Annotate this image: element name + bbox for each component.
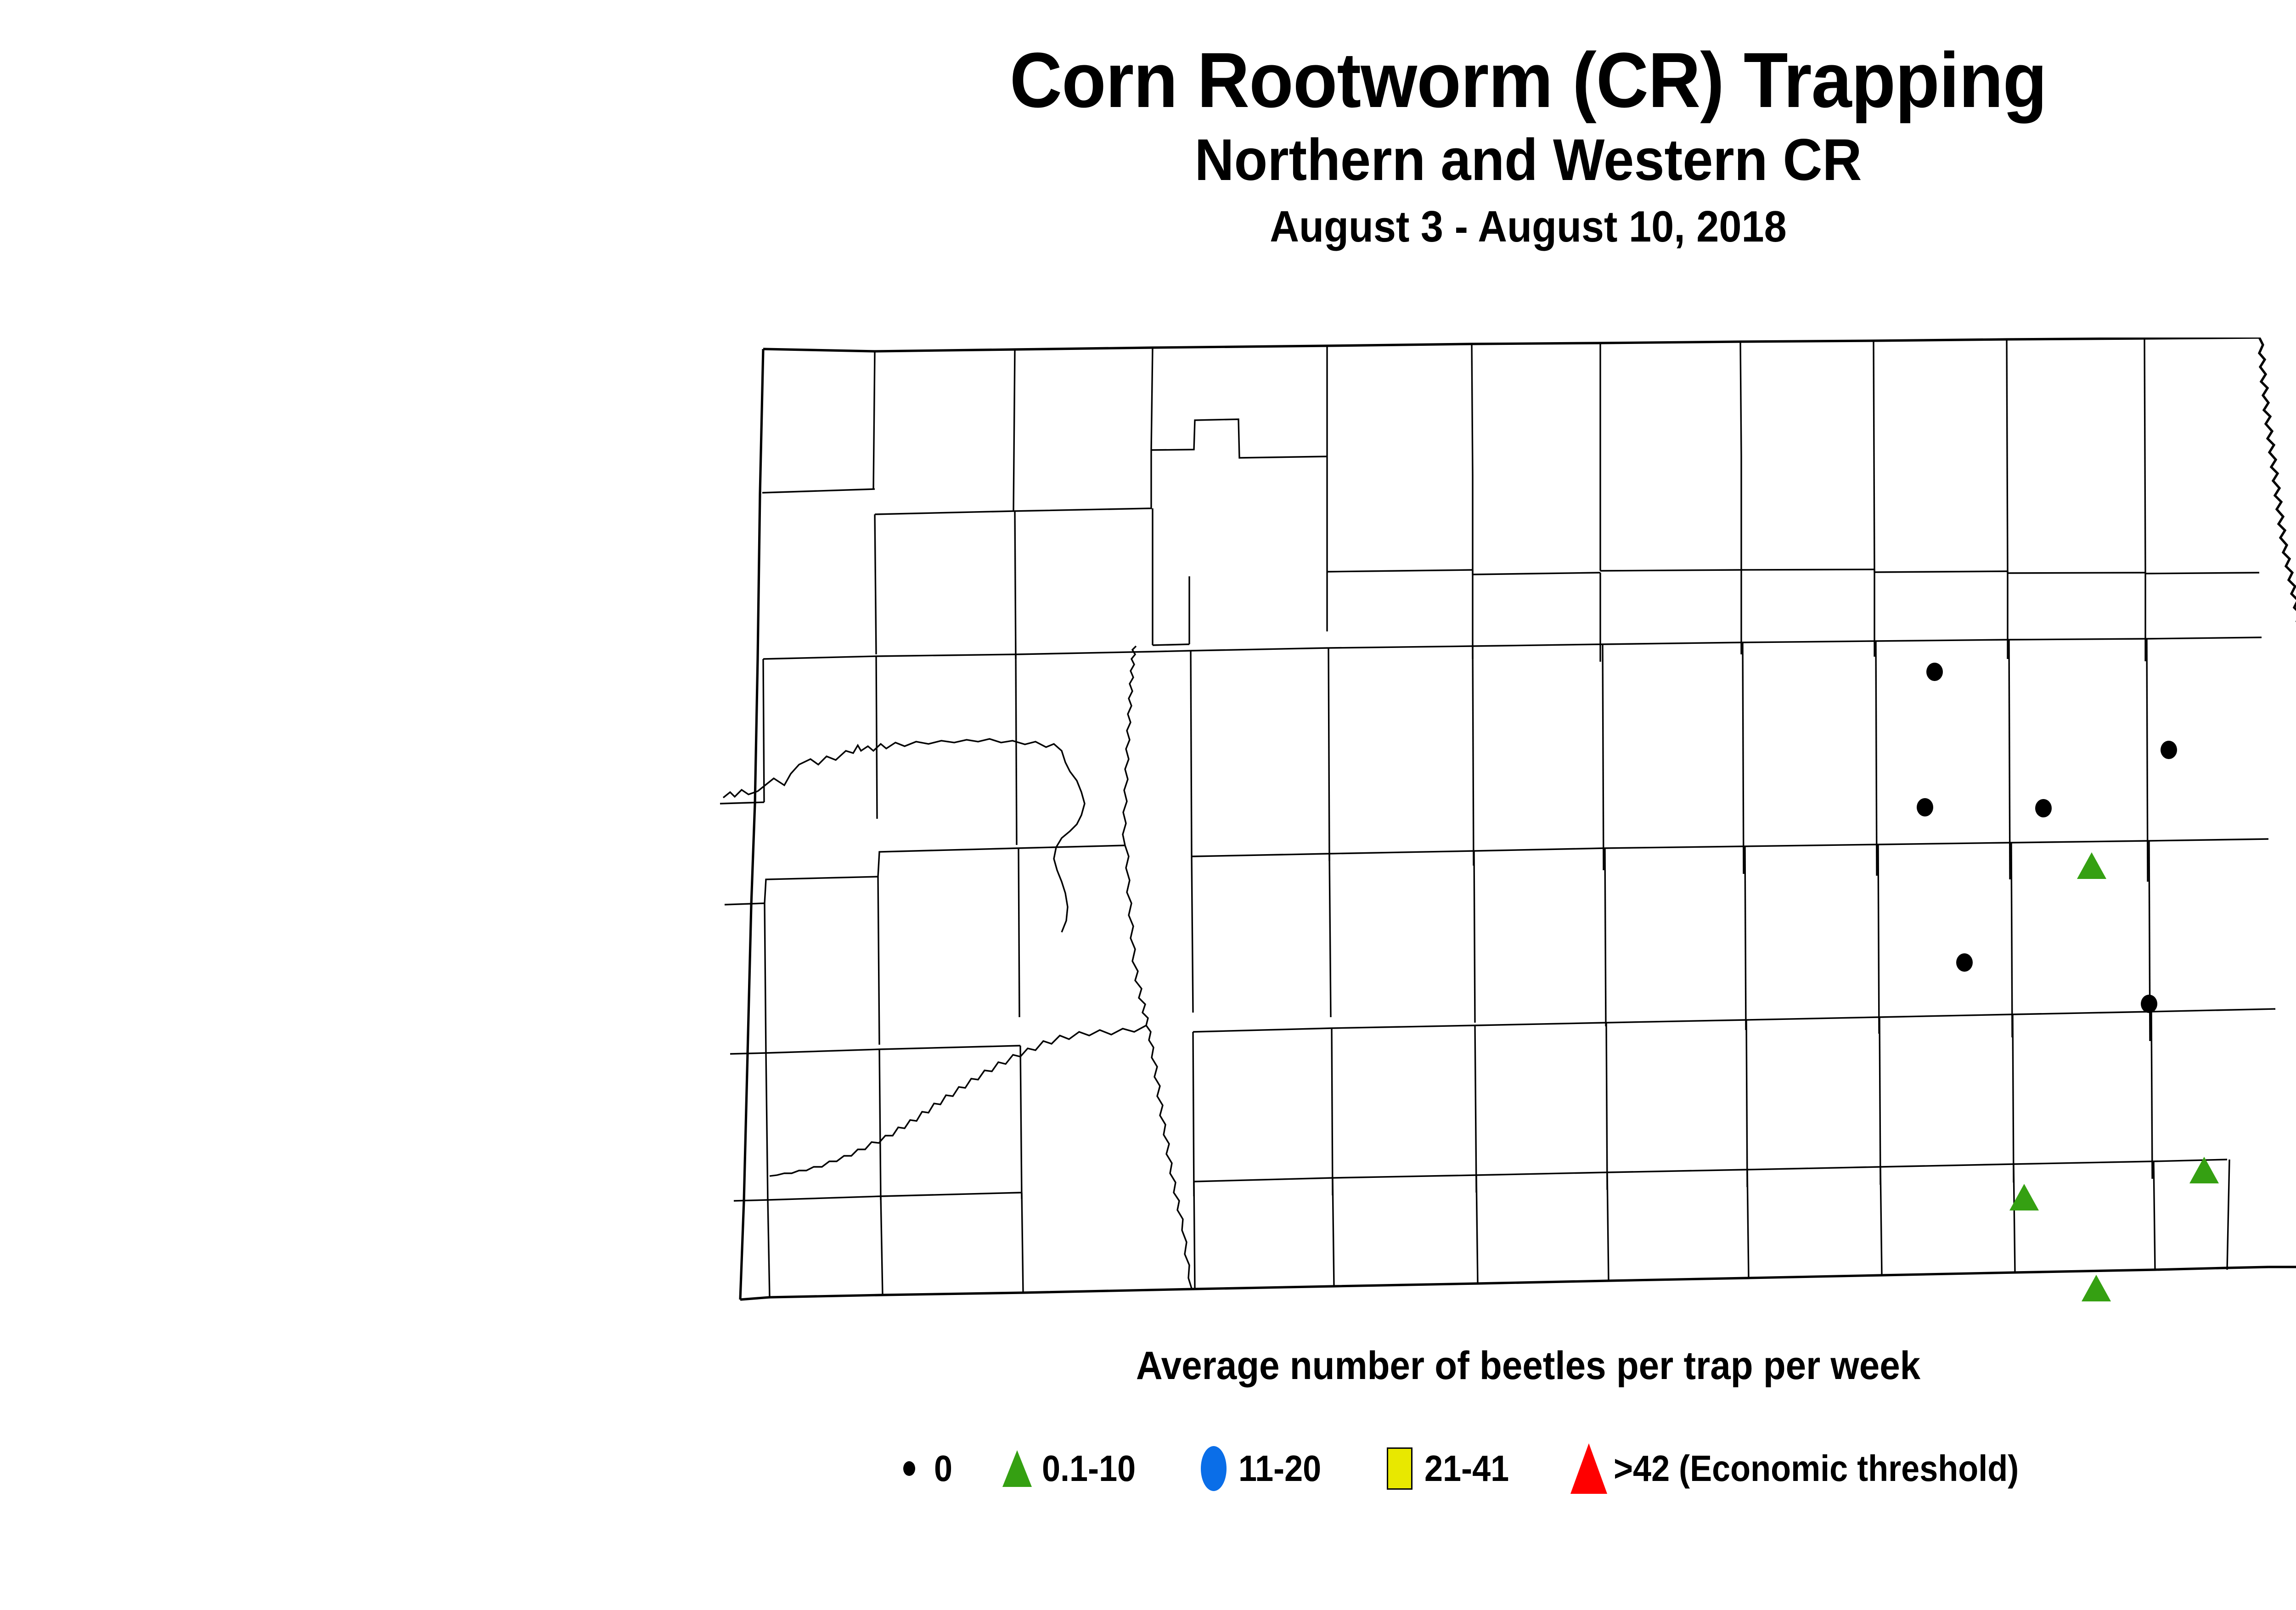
legend-item-zero[interactable]: 0 xyxy=(886,1432,955,1505)
legend-label-high: 21-41 xyxy=(1424,1448,1509,1489)
page-title: Corn Rootworm (CR) Trapping xyxy=(1009,37,2047,124)
trap-site-marker-circle[interactable] xyxy=(1926,663,1943,681)
circle-icon xyxy=(1917,798,1933,816)
trap-site-marker-circle[interactable] xyxy=(2161,741,2177,759)
title-block: Corn Rootworm (CR) Trapping Northern and… xyxy=(0,41,2296,250)
triangle-icon xyxy=(2077,852,2106,879)
triangle-icon xyxy=(2009,1184,2039,1210)
legend-swatch-red-triangle xyxy=(1566,1443,1612,1494)
legend-item-threshold[interactable]: >42 (Economic threshold) xyxy=(1566,1432,2064,1505)
trap-site-marker-triangle[interactable] xyxy=(2009,1184,2039,1210)
legend-swatch-green-triangle xyxy=(994,1450,1040,1487)
county-boundaries xyxy=(720,338,2276,1298)
state-outline xyxy=(739,338,2296,1301)
map-svg xyxy=(720,338,2296,1301)
circle-icon xyxy=(903,1461,915,1476)
legend-swatch-blue-ellipse xyxy=(1191,1446,1237,1491)
trap-site-marker-triangle[interactable] xyxy=(2189,1157,2219,1183)
legend: 0 0.1-10 11-20 21-41 >42 (Economic thres… xyxy=(886,1432,2296,1505)
legend-caption: Average number of beetles per trap per w… xyxy=(1136,1344,1921,1388)
legend-swatch-circle xyxy=(886,1461,932,1476)
triangle-icon xyxy=(2082,1275,2111,1301)
triangle-icon xyxy=(2189,1157,2219,1183)
circle-icon xyxy=(1956,953,1973,972)
circle-icon xyxy=(2141,995,2157,1013)
trap-site-marker-triangle[interactable] xyxy=(2077,852,2106,879)
legend-swatch-yellow-square xyxy=(1377,1447,1423,1490)
legend-item-high[interactable]: 21-41 xyxy=(1377,1432,1519,1505)
triangle-icon xyxy=(1570,1443,1608,1494)
ellipse-icon xyxy=(1201,1446,1227,1491)
legend-label-zero: 0 xyxy=(934,1448,953,1489)
trap-site-marker-circle[interactable] xyxy=(1956,953,1973,972)
legend-label-mid: 11-20 xyxy=(1238,1448,1322,1489)
trap-site-marker-circle[interactable] xyxy=(2035,799,2052,817)
legend-label-low: 0.1-10 xyxy=(1041,1448,1136,1489)
circle-icon xyxy=(2161,741,2177,759)
trap-site-marker-circle[interactable] xyxy=(2141,995,2157,1013)
missouri-river xyxy=(769,645,1193,1290)
circle-icon xyxy=(2035,799,2052,817)
triangle-icon xyxy=(1002,1450,1032,1487)
page-subtitle: Northern and Western CR xyxy=(1194,127,1862,193)
circle-icon xyxy=(1926,663,1943,681)
legend-label-threshold: >42 (Economic threshold) xyxy=(1614,1448,2019,1489)
date-range-label: August 3 - August 10, 2018 xyxy=(1270,202,1787,252)
square-icon xyxy=(1386,1447,1412,1490)
legend-item-low[interactable]: 0.1-10 xyxy=(994,1432,1146,1505)
trap-site-marker-triangle[interactable] xyxy=(2082,1275,2111,1301)
legend-item-mid[interactable]: 11-20 xyxy=(1191,1432,1330,1505)
trap-site-marker-circle[interactable] xyxy=(1917,798,1933,816)
north-dakota-county-map xyxy=(666,338,2296,1311)
